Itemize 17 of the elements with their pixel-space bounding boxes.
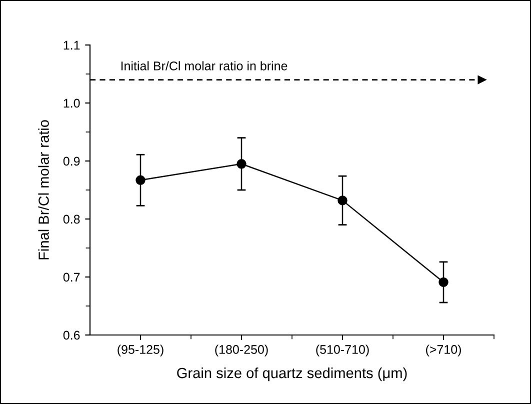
y-axis-title: Final Br/Cl molar ratio <box>38 120 49 260</box>
ref-line-label: Initial Br/Cl molar ratio in brine <box>121 61 288 70</box>
y-tick-label: 1.0 <box>64 98 80 108</box>
x-tick-label: (180-250) <box>215 344 268 356</box>
x-tick-label: (95-125) <box>118 344 164 356</box>
y-tick-label: 0.6 <box>63 330 80 340</box>
y-tick-label: 0.8 <box>63 214 80 224</box>
x-axis-title: Grain size of quartz sediments (μm) <box>177 367 407 382</box>
y-tick-label: 1.1 <box>64 40 80 50</box>
x-tick-label: (>710) <box>426 344 461 356</box>
point <box>236 159 246 169</box>
y-tick-label: 0.9 <box>63 156 80 166</box>
y-tick-label: 0.7 <box>63 272 80 282</box>
point <box>136 175 146 185</box>
point <box>438 277 448 288</box>
point <box>338 196 348 206</box>
x-tick-label: (510-710) <box>316 344 369 356</box>
